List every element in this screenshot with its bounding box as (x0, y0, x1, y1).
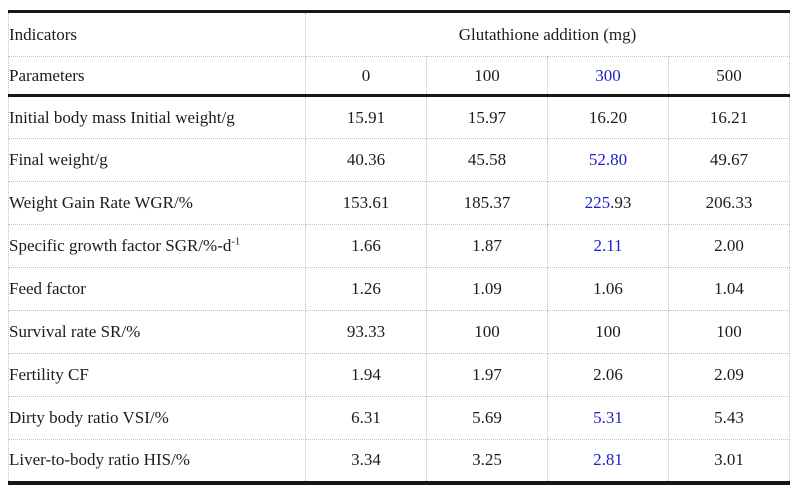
value-cell: 2.09 (667, 353, 791, 397)
header-row-indicators: Indicators Glutathione addition (mg) (8, 10, 791, 57)
row-label: Survival rate SR/% (8, 310, 306, 354)
header-indicators: Indicators (8, 10, 306, 57)
value-cell: 3.01 (667, 439, 791, 485)
table-row-feed-factor: Feed factor 1.26 1.09 1.06 1.04 (8, 267, 791, 311)
value-cell: 1.94 (305, 353, 427, 397)
row-label-text: Specific growth factor SGR/%-d (9, 236, 232, 255)
row-label: Specific growth factor SGR/%-d-1 (8, 224, 306, 268)
value-cell: 185.37 (426, 181, 548, 225)
value-cell: 15.97 (426, 95, 548, 139)
value-cell: 153.61 (305, 181, 427, 225)
value-cell: 52.80 (547, 138, 669, 182)
value-cell: 1.06 (547, 267, 669, 311)
row-label: Weight Gain Rate WGR/% (8, 181, 306, 225)
table-row-initial-weight: Initial body mass Initial weight/g 15.91… (8, 95, 791, 139)
table-row-his: Liver-to-body ratio HIS/% 3.34 3.25 2.81… (8, 439, 791, 485)
value-cell: 93.33 (305, 310, 427, 354)
value-cell: 45.58 (426, 138, 548, 182)
value-cell: 15.91 (305, 95, 427, 139)
value-part-plain: .93 (610, 193, 632, 212)
value-cell: 16.21 (667, 95, 791, 139)
value-cell: 2.06 (547, 353, 669, 397)
table-row-vsi: Dirty body ratio VSI/% 6.31 5.69 5.31 5.… (8, 396, 791, 440)
row-label-superscript: -1 (231, 236, 241, 248)
header-parameters: Parameters (8, 56, 306, 97)
table-row-sgr: Specific growth factor SGR/%-d-1 1.66 1.… (8, 224, 791, 268)
dose-header-500: 500 (667, 56, 791, 97)
value-cell: 6.31 (305, 396, 427, 440)
value-cell: 1.66 (305, 224, 427, 268)
table-row-survival-rate: Survival rate SR/% 93.33 100 100 100 (8, 310, 791, 354)
value-cell: 1.04 (667, 267, 791, 311)
value-cell: 40.36 (305, 138, 427, 182)
value-cell: 1.97 (426, 353, 548, 397)
value-cell: 2.11 (547, 224, 669, 268)
value-cell: 5.43 (667, 396, 791, 440)
dose-header-100: 100 (426, 56, 548, 97)
value-cell: 1.87 (426, 224, 548, 268)
dose-header-0: 0 (305, 56, 427, 97)
row-label: Feed factor (8, 267, 306, 311)
row-label: Dirty body ratio VSI/% (8, 396, 306, 440)
row-label: Final weight/g (8, 138, 306, 182)
value-cell-split: 225.93 (547, 181, 669, 225)
value-part-highlight: 225 (584, 193, 611, 212)
value-cell: 5.69 (426, 396, 548, 440)
value-cell: 206.33 (667, 181, 791, 225)
value-cell: 100 (426, 310, 548, 354)
table-row-wgr: Weight Gain Rate WGR/% 153.61 185.37 225… (8, 181, 791, 225)
dose-header-300: 300 (547, 56, 669, 97)
table-row-final-weight: Final weight/g 40.36 45.58 52.80 49.67 (8, 138, 791, 182)
row-label: Initial body mass Initial weight/g (8, 95, 306, 139)
value-cell: 2.81 (547, 439, 669, 485)
row-label: Fertility CF (8, 353, 306, 397)
header-glutathione-span: Glutathione addition (mg) (304, 10, 791, 57)
value-cell: 2.00 (667, 224, 791, 268)
results-table: Indicators Glutathione addition (mg) Par… (8, 10, 791, 485)
value-cell: 3.25 (426, 439, 548, 485)
value-cell: 100 (547, 310, 669, 354)
value-cell: 1.09 (426, 267, 548, 311)
value-cell: 49.67 (667, 138, 791, 182)
header-row-parameters: Parameters 0 100 300 500 (8, 56, 791, 97)
value-cell: 1.26 (305, 267, 427, 311)
row-label: Liver-to-body ratio HIS/% (8, 439, 306, 485)
value-cell: 100 (667, 310, 791, 354)
table-row-fertility: Fertility CF 1.94 1.97 2.06 2.09 (8, 353, 791, 397)
value-cell: 5.31 (547, 396, 669, 440)
value-cell: 16.20 (547, 95, 669, 139)
value-cell: 3.34 (305, 439, 427, 485)
